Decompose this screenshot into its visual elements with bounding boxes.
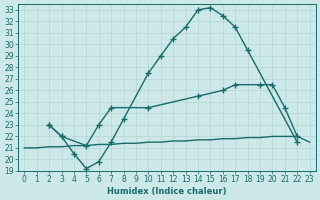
X-axis label: Humidex (Indice chaleur): Humidex (Indice chaleur) — [107, 187, 227, 196]
